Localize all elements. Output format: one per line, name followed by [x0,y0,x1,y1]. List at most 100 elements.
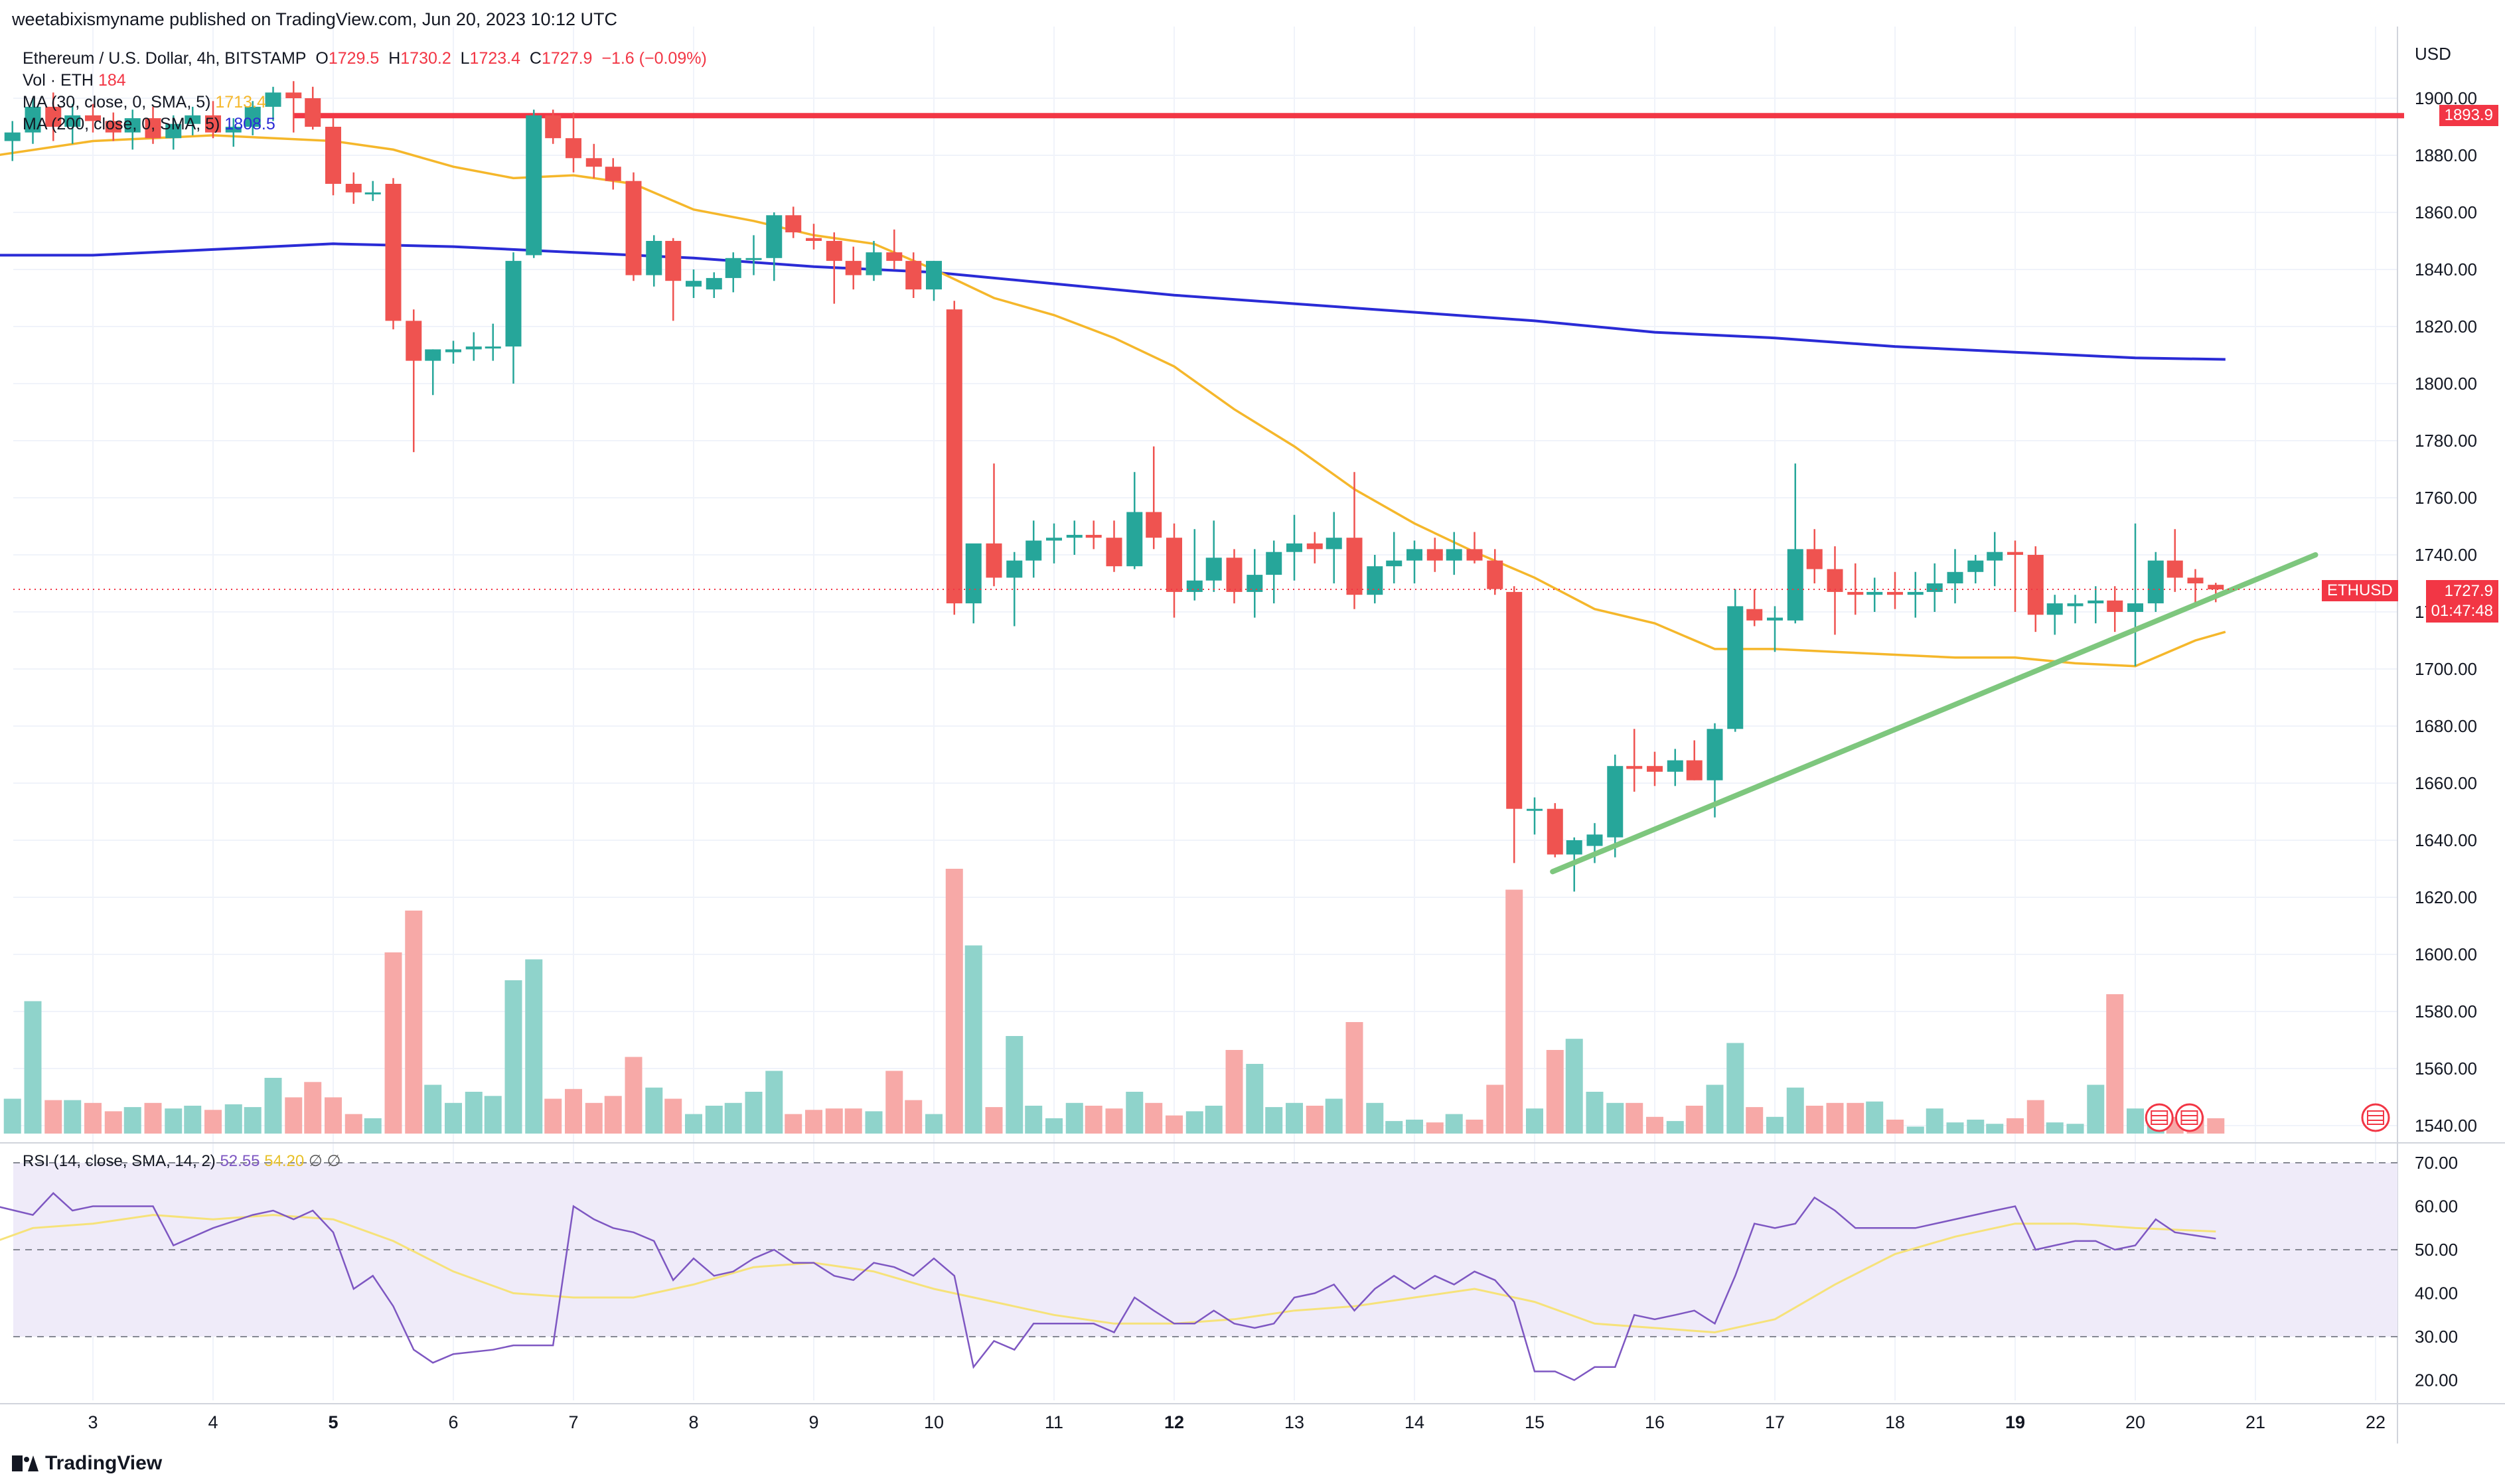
ma30-line[interactable] [0,134,2226,668]
volume-bar [1385,1121,1403,1134]
ma200-line[interactable] [0,242,2226,361]
time-tick-label: 10 [924,1412,944,1432]
volume-bar [1085,1106,1102,1134]
volume-bar [1626,1102,1643,1134]
volume-bar [1045,1118,1063,1134]
time-tick-label: 6 [448,1412,458,1432]
candle-body [1947,571,1963,583]
candle-body [1085,534,1102,538]
volume-bar [344,1114,362,1134]
candle-body [1226,557,1243,592]
volume-bar [1526,1108,1543,1134]
price-tick-label: 1840.00 [2415,260,2477,279]
candle-body [1126,512,1143,567]
candle-body [2127,603,2143,612]
price-tick-label: 1820.00 [2415,317,2477,336]
candle-body [926,261,942,290]
rsi-legend[interactable]: RSI (14, close, SMA, 14, 2) 52.55 54.20 … [23,1151,341,1171]
candle-body [105,121,121,133]
candle-body [826,241,842,261]
volume-bar [565,1088,582,1134]
volume-bar [1325,1098,1343,1134]
candle-body [1446,549,1462,561]
candle-body [465,346,482,350]
volume-bar [264,1078,282,1134]
volume-bar [1185,1111,1203,1134]
volume-bar [1006,1036,1024,1134]
volume-bar [1265,1107,1283,1134]
volume-bar [1225,1050,1243,1134]
volume-bar [1505,889,1523,1134]
candle-body [2166,560,2183,578]
volume-bar [1205,1106,1223,1134]
time-tick-label: 16 [1645,1412,1665,1432]
volume-bar [1426,1122,1444,1134]
candle-body [1727,606,1744,729]
candle-body [1205,557,1222,581]
symbol-legend[interactable]: Ethereum / U.S. Dollar, 4h, BITSTAMP O17… [23,49,707,68]
candle-body [406,321,422,361]
volume-bar [1746,1107,1764,1134]
candle-body [225,127,242,133]
volume-value: 184 [98,71,126,90]
candle-body [325,127,341,184]
volume-legend[interactable]: Vol · ETH 184 [23,71,126,90]
ma200-legend[interactable]: MA (200, close, 0, SMA, 5) 1808.5 [23,115,275,134]
volume-bar [2106,994,2124,1134]
volume-bar [664,1098,682,1134]
price-tick-label: 1740.00 [2415,545,2477,565]
volume-bar [625,1057,643,1134]
volume-bar [1685,1106,1703,1134]
candle-body [965,543,982,604]
volume-bar [1726,1043,1744,1134]
candle-body [1106,538,1122,567]
tradingview-brand[interactable]: TradingView [12,1452,162,1475]
price-tick-label: 1800.00 [2415,374,2477,394]
trendline[interactable] [1550,552,2318,875]
volume-bar [465,1092,483,1134]
candle-body [64,115,81,127]
candle-body [1346,538,1363,595]
volume-bar [24,1001,42,1134]
price-tick-label: 1880.00 [2415,145,2477,165]
volume-bar [2026,1100,2044,1134]
candle-body [585,158,602,167]
event-icons[interactable] [2145,1103,2390,1132]
volume-bar [1166,1115,1183,1134]
ma30-legend[interactable]: MA (30, close, 0, SMA, 5) 1713.4 [23,93,266,112]
price-tick-label: 1860.00 [2415,202,2477,222]
ma30-label: MA (30, close, 0, SMA, 5) [23,93,211,111]
candle-body [545,115,562,139]
close-value: 1727.9 [541,49,593,68]
volume-bar [364,1118,382,1134]
candle-body [886,252,903,261]
candle-body [1746,609,1763,621]
candle-body [1286,543,1302,552]
candle-body [785,215,802,233]
brand-text: TradingView [45,1452,163,1474]
open-value: 1729.5 [328,49,380,68]
volume-bar [384,952,402,1134]
candle-body [905,261,922,290]
volume-bar [1345,1022,1363,1134]
candle-body [2027,555,2044,615]
candle-body [205,115,221,133]
time-tick-label: 3 [88,1412,98,1432]
price-tick-label: 1780.00 [2415,431,2477,451]
price-tick-label: 1540.00 [2415,1116,2477,1136]
price-tick-label: 1580.00 [2415,1002,2477,1021]
candlesticks[interactable] [4,81,2224,892]
time-tick-label: 21 [2245,1412,2265,1432]
candle-body [1547,808,1563,855]
volume-bar [144,1102,162,1134]
volume-bar [2127,1108,2144,1134]
candle-body [1426,549,1443,561]
candle-body [445,349,461,352]
candle-body [1066,534,1083,538]
candle-body [185,115,201,124]
ma30-series [0,134,2226,668]
candle-body [1166,538,1182,592]
candle-body [845,261,862,275]
volume-bar [885,1071,903,1134]
